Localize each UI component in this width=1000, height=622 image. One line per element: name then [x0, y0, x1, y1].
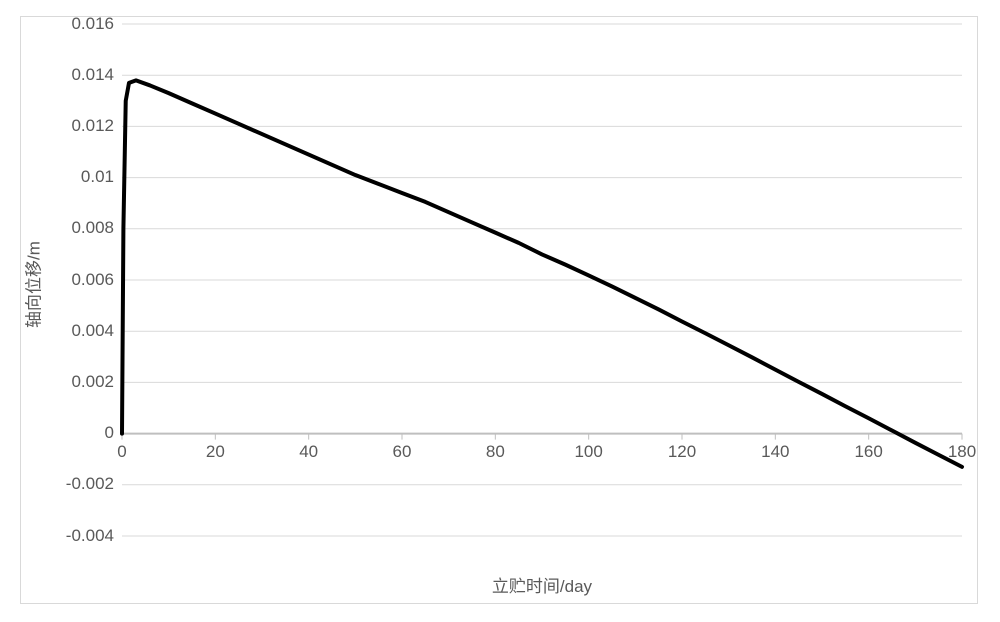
plot-area [122, 24, 962, 536]
x-tick-label: 80 [475, 442, 515, 462]
y-tick-label: 0.002 [54, 372, 114, 392]
y-tick-label: 0.016 [54, 14, 114, 34]
x-tick-label: 100 [569, 442, 609, 462]
y-tick-label: 0.012 [54, 116, 114, 136]
x-axis-title: 立贮时间/day [122, 572, 962, 597]
x-tick-label: 180 [942, 442, 982, 462]
y-tick-label: 0.006 [54, 270, 114, 290]
y-tick-label: -0.004 [54, 526, 114, 546]
x-tick-label: 120 [662, 442, 702, 462]
plot-svg [122, 24, 962, 536]
x-tick-label: 160 [849, 442, 889, 462]
y-axis-title: 轴向位移/m [20, 28, 45, 540]
y-tick-label: 0.004 [54, 321, 114, 341]
y-tick-label: 0.014 [54, 65, 114, 85]
y-tick-label: 0.01 [54, 167, 114, 187]
x-tick-label: 40 [289, 442, 329, 462]
x-tick-label: 140 [755, 442, 795, 462]
y-tick-label: 0 [54, 423, 114, 443]
x-tick-label: 20 [195, 442, 235, 462]
data-series-line [122, 80, 962, 467]
x-tick-label: 60 [382, 442, 422, 462]
x-tick-label: 0 [102, 442, 142, 462]
y-tick-label: 0.008 [54, 218, 114, 238]
y-tick-label: -0.002 [54, 474, 114, 494]
chart-container: 轴向位移/m 立贮时间/day -0.004 -0.002 0 0.002 0.004 0… [0, 0, 1000, 622]
